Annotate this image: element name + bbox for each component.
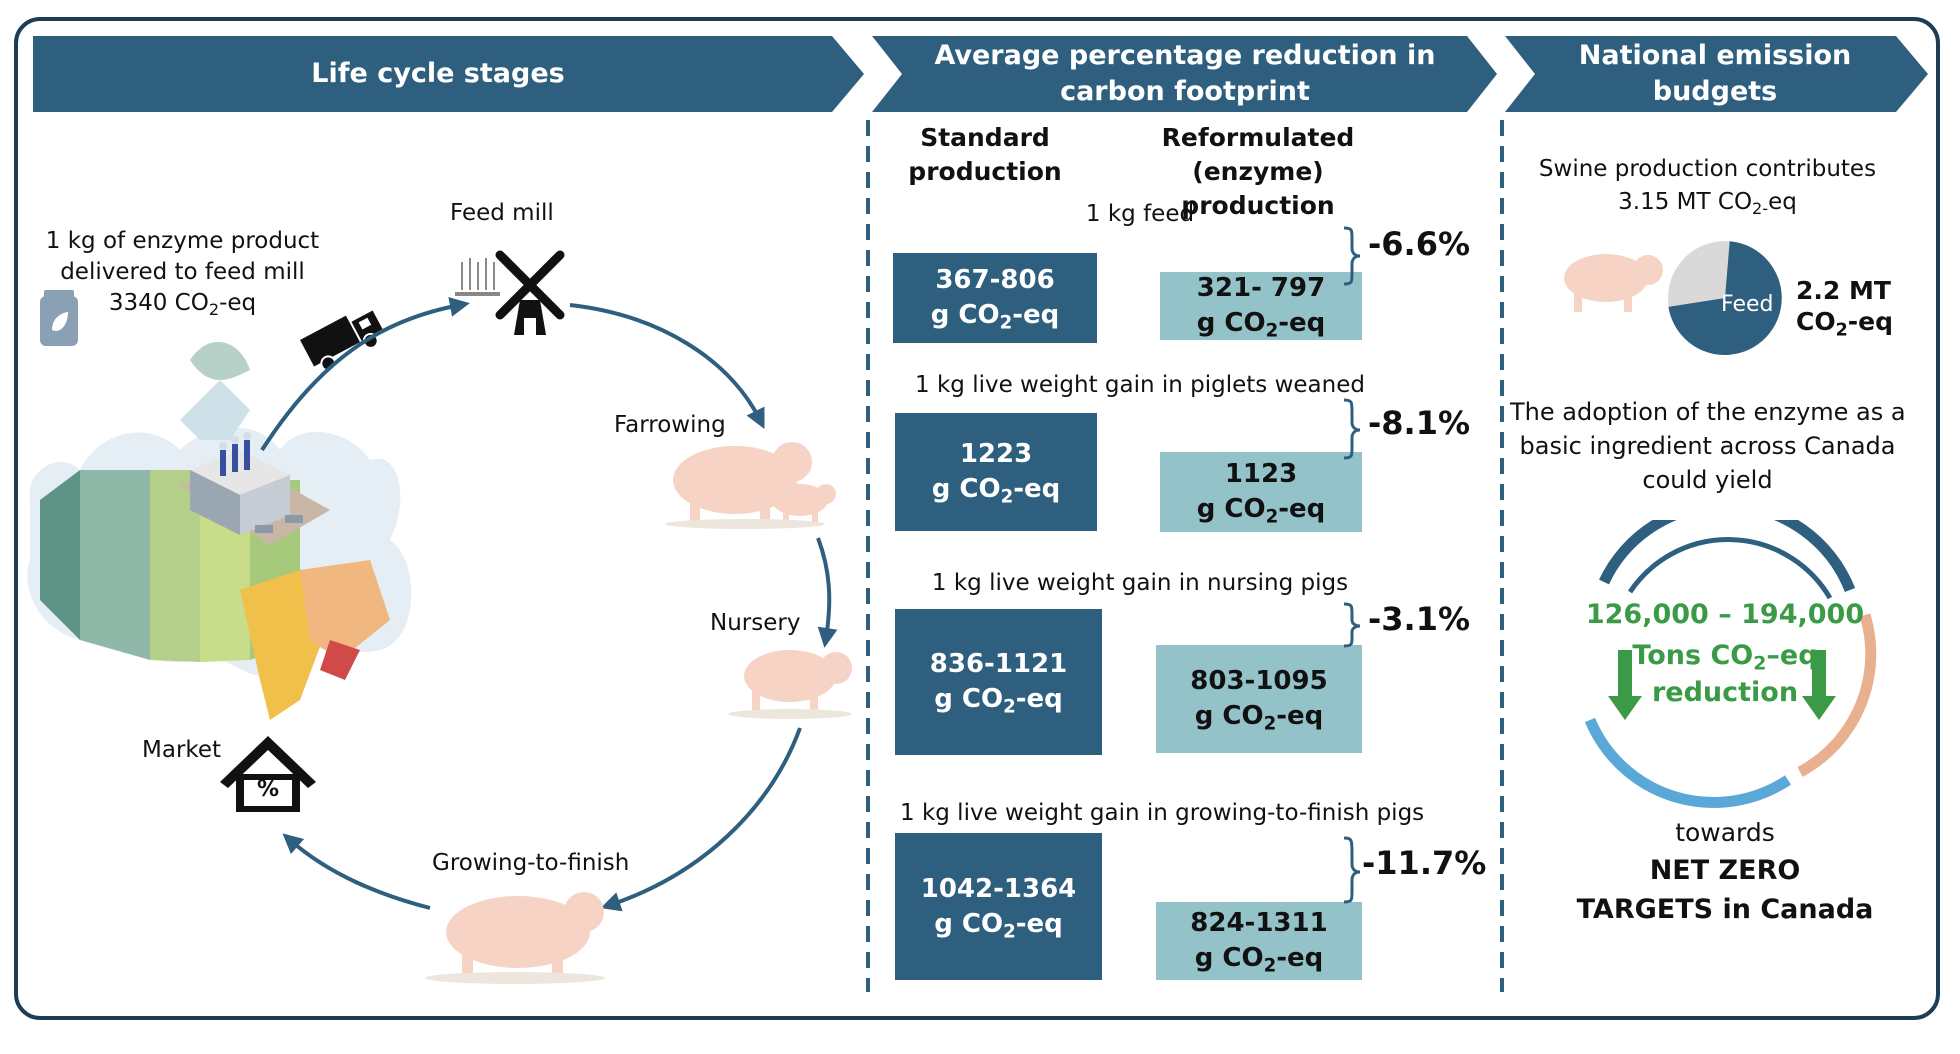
ring-arc-orange xyxy=(1797,613,1877,777)
towards-label: towards xyxy=(1675,818,1775,847)
reduction-ring xyxy=(1584,520,1877,808)
reduction-percent: -8.1% xyxy=(1368,404,1471,442)
header-reduction: Average percentage reduction in carbon f… xyxy=(934,40,1436,107)
down-arrow-left-icon xyxy=(1608,650,1642,720)
enzyme-label-line1: 1 kg of enzyme product xyxy=(45,228,320,254)
stage-nursery-label: Nursery xyxy=(710,610,801,636)
pie-feed-slice xyxy=(1668,241,1782,355)
ring-arc-navy xyxy=(1599,520,1856,593)
column-reformulated-header: Reformulated (enzyme) production xyxy=(1161,123,1355,220)
feed-mill-icon xyxy=(455,250,565,335)
row-label: 1 kg live weight gain in nursing pigs xyxy=(931,570,1349,596)
standard-value-box: 836-1121 g CO2-eq xyxy=(895,609,1102,755)
nursery-pig-graphic xyxy=(728,650,852,719)
swine-contribution-line2: 3.15 MT CO2-eq xyxy=(1618,189,1797,218)
stage-farrowing-label: Farrowing xyxy=(614,412,726,438)
header-national: National emission budgets xyxy=(1578,40,1852,107)
reformulated-value-box: 1123 g CO2-eq xyxy=(1160,452,1362,532)
reduction-range: 126,000 – 194,000 xyxy=(1585,599,1865,630)
pie-feed-label: Feed xyxy=(1721,292,1774,317)
adoption-line2: basic ingredient across Canada xyxy=(1519,432,1896,460)
outer-frame xyxy=(14,17,1940,1020)
swine-contribution-line1: Swine production contributes xyxy=(1538,156,1877,182)
arrow-farrowing-to-nursery xyxy=(816,537,838,648)
reduction-percent: -3.1% xyxy=(1368,600,1471,638)
pig-icon xyxy=(1564,254,1663,312)
swine-feed-pie xyxy=(1564,241,1782,355)
ring-arc-blue xyxy=(1584,717,1792,808)
reduction-unit: Tons CO2–eq xyxy=(1632,640,1818,675)
column-standard-header: Standard production xyxy=(908,123,1062,186)
arrow-nursery-to-growing xyxy=(600,727,802,912)
enzyme-label-line2: delivered to feed mill xyxy=(60,259,305,285)
canada-map-graphic xyxy=(27,341,412,720)
market-percent-symbol: % xyxy=(256,777,280,802)
standard-value-box: 1223 g CO2-eq xyxy=(895,413,1097,531)
brace-row4 xyxy=(1343,836,1361,904)
reduction-braces xyxy=(1343,226,1361,904)
adoption-line1: The adoption of the enzyme as a xyxy=(1510,398,1906,426)
standard-value-box: 367-806 g CO2-eq xyxy=(893,253,1097,343)
net-zero-line2: TARGETS in Canada xyxy=(1576,894,1874,925)
arrow-plant-to-mill xyxy=(260,297,470,452)
factory-graphic xyxy=(180,432,330,545)
reduction-word: reduction xyxy=(1651,677,1799,708)
brace-row1 xyxy=(1343,226,1361,286)
reformulated-value-box: 824-1311 g CO2-eq xyxy=(1156,902,1362,980)
farrowing-pigs-graphic xyxy=(665,442,836,529)
enzyme-bag-icon xyxy=(40,290,78,346)
brace-row3 xyxy=(1343,602,1361,648)
row-label: 1 kg live weight gain in growing-to-fini… xyxy=(900,800,1425,826)
enzyme-emission-value: 3340 CO2-eq xyxy=(108,290,257,319)
row-label: 1 kg live weight gain in piglets weaned xyxy=(915,372,1365,398)
reduction-percent: -11.7% xyxy=(1362,844,1487,882)
stage-growing-label: Growing-to-finish xyxy=(432,850,630,876)
arrow-growing-to-market xyxy=(282,833,431,910)
market-house-icon xyxy=(220,736,316,812)
ring-inner-navy xyxy=(1627,537,1833,600)
stage-feed-mill-label: Feed mill xyxy=(450,200,554,226)
arrow-mill-to-farrowing xyxy=(569,303,765,429)
growing-pig-graphic xyxy=(425,892,605,984)
adoption-line3: could yield xyxy=(1642,466,1773,494)
net-zero-line1: NET ZERO xyxy=(1649,855,1801,886)
stage-market-label: Market xyxy=(142,737,222,763)
banner-lifecycle-shape xyxy=(33,36,864,112)
standard-value-box: 1042-1364 g CO2-eq xyxy=(895,833,1102,980)
truck-icon xyxy=(300,310,383,372)
header-lifecycle: Life cycle stages xyxy=(311,58,565,89)
row-label: 1 kg feed xyxy=(1085,201,1195,227)
brace-row2 xyxy=(1343,398,1361,460)
feed-emission-value: 2.2 MT CO2-eq xyxy=(1796,276,1894,341)
down-arrow-right-icon xyxy=(1802,650,1836,720)
reformulated-value-box: 803-1095 g CO2-eq xyxy=(1156,645,1362,753)
banner-national-shape xyxy=(1505,36,1928,112)
banner-reduction-shape xyxy=(872,36,1497,112)
reformulated-value-box: 321- 797 g CO2-eq xyxy=(1160,272,1362,340)
reduction-percent: -6.6% xyxy=(1368,225,1471,263)
lifecycle-graphics xyxy=(27,250,852,984)
